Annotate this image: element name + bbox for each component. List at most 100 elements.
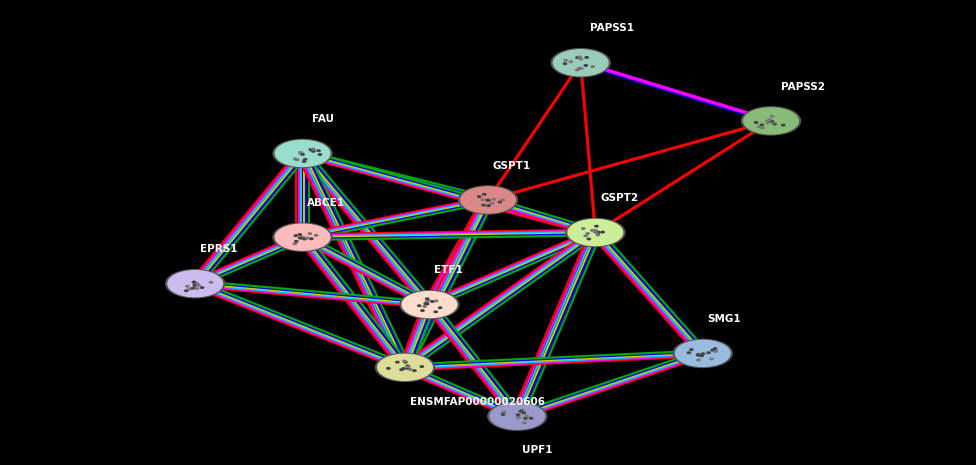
Circle shape bbox=[486, 199, 489, 200]
Circle shape bbox=[434, 300, 437, 302]
Circle shape bbox=[406, 365, 409, 367]
Circle shape bbox=[713, 348, 716, 349]
Circle shape bbox=[525, 416, 529, 417]
Circle shape bbox=[461, 187, 515, 213]
Text: PAPSS1: PAPSS1 bbox=[590, 23, 634, 33]
Circle shape bbox=[426, 303, 428, 305]
Text: ENSMFAP00000020606: ENSMFAP00000020606 bbox=[410, 397, 545, 407]
Circle shape bbox=[782, 124, 785, 126]
Circle shape bbox=[423, 306, 427, 307]
Circle shape bbox=[298, 234, 302, 235]
Circle shape bbox=[402, 292, 457, 318]
Circle shape bbox=[593, 232, 597, 233]
Circle shape bbox=[191, 287, 194, 289]
Circle shape bbox=[275, 224, 330, 250]
Circle shape bbox=[761, 127, 764, 129]
Circle shape bbox=[311, 148, 315, 150]
Circle shape bbox=[166, 270, 224, 298]
Circle shape bbox=[710, 358, 713, 360]
Circle shape bbox=[522, 412, 525, 414]
Circle shape bbox=[492, 199, 496, 200]
Circle shape bbox=[754, 122, 757, 123]
Circle shape bbox=[421, 310, 425, 312]
Circle shape bbox=[553, 50, 608, 76]
Circle shape bbox=[488, 402, 547, 430]
Circle shape bbox=[195, 283, 199, 285]
Circle shape bbox=[697, 354, 700, 356]
Circle shape bbox=[424, 303, 427, 305]
Circle shape bbox=[299, 237, 302, 239]
Circle shape bbox=[687, 352, 691, 353]
Circle shape bbox=[482, 193, 486, 195]
Circle shape bbox=[580, 58, 583, 60]
Circle shape bbox=[521, 409, 524, 411]
Circle shape bbox=[673, 339, 732, 367]
Circle shape bbox=[576, 57, 579, 58]
Circle shape bbox=[400, 291, 459, 319]
Circle shape bbox=[773, 123, 776, 125]
Circle shape bbox=[404, 361, 407, 363]
Circle shape bbox=[564, 60, 567, 61]
Circle shape bbox=[576, 69, 579, 71]
Text: GSPT2: GSPT2 bbox=[600, 193, 638, 203]
Circle shape bbox=[193, 283, 197, 285]
Circle shape bbox=[501, 199, 505, 201]
Circle shape bbox=[551, 49, 610, 77]
Circle shape bbox=[200, 287, 204, 288]
Circle shape bbox=[766, 120, 769, 121]
Circle shape bbox=[596, 232, 599, 233]
Circle shape bbox=[294, 235, 298, 236]
Circle shape bbox=[578, 67, 581, 69]
Circle shape bbox=[585, 57, 589, 58]
Circle shape bbox=[168, 271, 223, 297]
Circle shape bbox=[675, 340, 730, 366]
Circle shape bbox=[434, 311, 437, 312]
Circle shape bbox=[188, 288, 191, 290]
Circle shape bbox=[594, 226, 598, 227]
Circle shape bbox=[530, 418, 533, 419]
Circle shape bbox=[516, 414, 520, 416]
Circle shape bbox=[714, 351, 717, 352]
Circle shape bbox=[502, 414, 505, 415]
Text: GSPT1: GSPT1 bbox=[493, 160, 531, 171]
Circle shape bbox=[563, 63, 567, 65]
Circle shape bbox=[459, 186, 517, 214]
Circle shape bbox=[491, 203, 494, 204]
Circle shape bbox=[584, 65, 588, 66]
Circle shape bbox=[314, 234, 318, 236]
Circle shape bbox=[210, 281, 213, 283]
Circle shape bbox=[487, 205, 490, 206]
Circle shape bbox=[378, 354, 432, 380]
Circle shape bbox=[766, 122, 769, 124]
Circle shape bbox=[582, 228, 585, 229]
Circle shape bbox=[490, 403, 545, 429]
Circle shape bbox=[413, 370, 416, 372]
Circle shape bbox=[305, 237, 308, 239]
Circle shape bbox=[744, 108, 798, 134]
Circle shape bbox=[395, 361, 399, 363]
Circle shape bbox=[275, 140, 330, 166]
Circle shape bbox=[711, 350, 714, 351]
Circle shape bbox=[771, 122, 775, 123]
Circle shape bbox=[690, 349, 693, 351]
Circle shape bbox=[566, 219, 625, 246]
Circle shape bbox=[596, 234, 599, 236]
Circle shape bbox=[293, 243, 297, 245]
Circle shape bbox=[519, 411, 522, 412]
Circle shape bbox=[430, 301, 434, 302]
Circle shape bbox=[295, 240, 298, 242]
Circle shape bbox=[697, 359, 700, 361]
Text: ABCE1: ABCE1 bbox=[307, 198, 346, 208]
Circle shape bbox=[376, 353, 434, 381]
Circle shape bbox=[308, 233, 311, 234]
Circle shape bbox=[486, 199, 490, 201]
Circle shape bbox=[568, 219, 623, 246]
Circle shape bbox=[402, 368, 405, 369]
Circle shape bbox=[482, 204, 485, 206]
Circle shape bbox=[400, 369, 403, 371]
Text: ETF1: ETF1 bbox=[434, 265, 463, 275]
Text: FAU: FAU bbox=[312, 114, 335, 124]
Circle shape bbox=[296, 159, 299, 160]
Circle shape bbox=[481, 199, 484, 200]
Circle shape bbox=[757, 126, 760, 127]
